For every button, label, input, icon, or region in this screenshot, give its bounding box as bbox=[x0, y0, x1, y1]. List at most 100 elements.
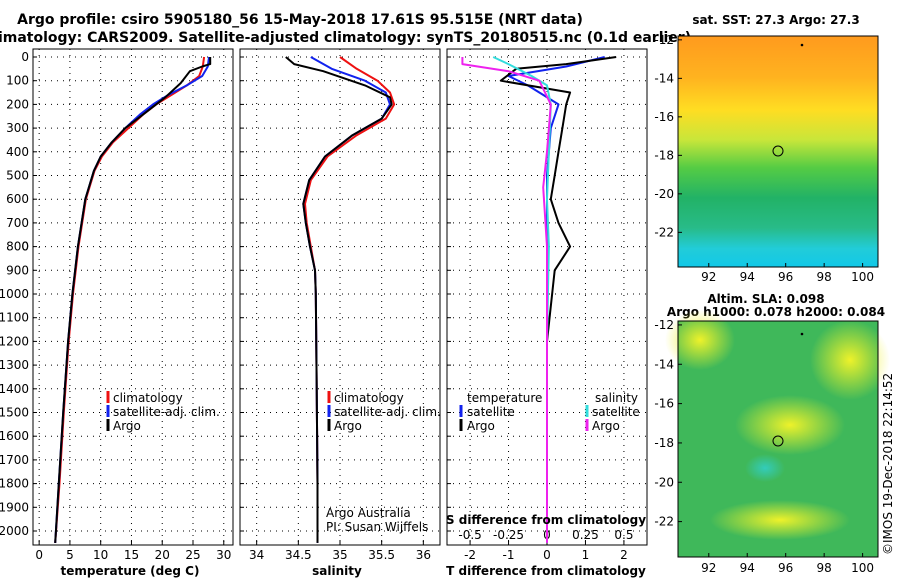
legend3-temperature-header: temperature bbox=[467, 391, 542, 405]
x-tick-label: 34 bbox=[249, 548, 264, 562]
depth-tick-label: 700 bbox=[6, 216, 29, 230]
legend2-satellite-label: satellite-adj. clim. bbox=[334, 405, 441, 419]
depth-tick-label: 400 bbox=[6, 145, 29, 159]
x-tick-label: 25 bbox=[185, 548, 200, 562]
depth-tick-label: 500 bbox=[6, 169, 29, 183]
map-lon-label: 96 bbox=[778, 270, 793, 284]
map-lat-label: -14 bbox=[654, 71, 674, 85]
legend-satellite-label: satellite-adj. clim. bbox=[113, 405, 220, 419]
depth-tick-label-extra: 0 bbox=[21, 240, 29, 254]
map-lat-label: -20 bbox=[654, 187, 674, 201]
map-lat-label: -12 bbox=[654, 318, 674, 332]
sla-profile-marker bbox=[772, 435, 784, 447]
sla-small-marker bbox=[800, 332, 804, 336]
map-lat-label: -22 bbox=[654, 225, 674, 239]
salinity-xlabel: salinity bbox=[312, 564, 362, 578]
difference-series-temperature-argo bbox=[499, 56, 617, 543]
sla-map-frame bbox=[677, 320, 879, 558]
temperature-panel-frame bbox=[32, 48, 234, 546]
legend-climatology-label: climatology bbox=[113, 391, 183, 405]
x-tick-label: -1 bbox=[503, 548, 515, 562]
map-lat-label: -18 bbox=[654, 436, 674, 450]
sla-map-title-2: Argo h1000: 0.078 h2000: 0.084 bbox=[667, 305, 885, 319]
x-tick-label: 0 bbox=[35, 548, 43, 562]
credit-line-1: Argo Australia bbox=[326, 506, 411, 520]
difference-series-salinity-argo bbox=[461, 57, 552, 543]
sst-map-title: sat. SST: 27.3 Argo: 27.3 bbox=[692, 13, 859, 27]
sst-map bbox=[677, 35, 879, 268]
map-lon-label: 100 bbox=[851, 561, 874, 575]
depth-tick-label: 1100 bbox=[0, 311, 29, 325]
sla-low-patch bbox=[745, 454, 785, 482]
depth-tick-label: 1300 bbox=[0, 358, 29, 372]
depth-tick-label: 1700 bbox=[0, 453, 29, 467]
depth-tick-label: 200 bbox=[6, 97, 29, 111]
difference-xlabel: T difference from climatology bbox=[446, 564, 646, 578]
map-axes: 92 92 94 94 96 96 98 98 100 100 -12 -12 -14 -14 -16 -16… bbox=[654, 33, 874, 575]
map-lat-label: -14 bbox=[654, 357, 674, 371]
x-tick-label: 0 bbox=[543, 548, 551, 562]
depth-tick-label: 100 bbox=[6, 74, 29, 88]
top-x-tick-label: -0.5 bbox=[458, 528, 481, 542]
sst-map-frame bbox=[677, 35, 879, 268]
temperature-legend: climatology satellite-adj. clim. Argo bbox=[106, 391, 220, 433]
x-tick-label: 15 bbox=[124, 548, 139, 562]
legend2-climatology-label: climatology bbox=[334, 391, 404, 405]
top-x-tick-label: -0.25 bbox=[493, 528, 524, 542]
map-lon-label: 94 bbox=[740, 561, 755, 575]
map-lon-label: 92 bbox=[701, 561, 716, 575]
map-lon-label: 94 bbox=[740, 270, 755, 284]
x-tick-label: 35 bbox=[332, 548, 347, 562]
legend2-argo-label: Argo bbox=[334, 419, 362, 433]
x-tick-label: 20 bbox=[155, 548, 170, 562]
x-tick-label: -2 bbox=[464, 548, 476, 562]
sla-map-title-1: Altim. SLA: 0.098 bbox=[707, 292, 824, 306]
sla-high-patch-3 bbox=[810, 320, 890, 400]
x-tick-label: 2 bbox=[620, 548, 628, 562]
map-lat-label: -18 bbox=[654, 148, 674, 162]
map-lon-label: 96 bbox=[778, 561, 793, 575]
sst-small-marker bbox=[800, 43, 804, 47]
sla-map bbox=[665, 310, 890, 558]
depth-tick-label: 2000 bbox=[0, 524, 29, 538]
legend3-salinity-header: salinity bbox=[595, 391, 638, 405]
depth-tick-label: 1400 bbox=[0, 382, 29, 396]
x-tick-label: 30 bbox=[216, 548, 231, 562]
map-lon-label: 98 bbox=[817, 270, 832, 284]
depth-tick-label: 1800 bbox=[0, 477, 29, 491]
credit-line-2: PI: Susan Wijffels bbox=[326, 520, 428, 534]
difference-series-temperature-satellite bbox=[507, 56, 605, 543]
sla-high-patch-1 bbox=[735, 395, 845, 455]
salinity-legend: climatology satellite-adj. clim. Argo Ar… bbox=[326, 391, 441, 534]
map-lon-label: 98 bbox=[817, 561, 832, 575]
profile-series bbox=[54, 56, 617, 543]
sla-high-patch-2 bbox=[665, 310, 735, 370]
map-lat-label: -16 bbox=[654, 110, 674, 124]
sst-map-field bbox=[678, 36, 878, 267]
x-tick-label: 1 bbox=[582, 548, 590, 562]
temperature-series-satellite bbox=[54, 56, 210, 543]
depth-tick-label: 800 bbox=[6, 240, 29, 254]
title-line-2: Climatology: CARS2009. Satellite-adjuste… bbox=[0, 30, 691, 46]
temperature-xlabel: temperature (deg C) bbox=[61, 564, 200, 578]
difference-series-salinity-satellite bbox=[492, 56, 552, 543]
depth-tick-label: 1500 bbox=[0, 406, 29, 420]
x-axes: 0 5 10 15 20 25 30 34 34.5 35 35.5 36 -2 -1 0 1 2 -0.5 -0.… bbox=[35, 528, 633, 562]
depth-tick-label: 0 bbox=[21, 50, 29, 64]
x-tick-label: 36 bbox=[416, 548, 431, 562]
salinity-series-argo bbox=[285, 56, 393, 543]
depth-tick-label: 900 bbox=[6, 263, 29, 277]
x-tick-label: 5 bbox=[66, 548, 74, 562]
legend3-s-argo-label: Argo bbox=[592, 419, 620, 433]
x-tick-label: 10 bbox=[93, 548, 108, 562]
panel-grids bbox=[33, 49, 647, 545]
sla-high-patch-4 bbox=[710, 500, 850, 540]
map-lat-label: -16 bbox=[654, 397, 674, 411]
depth-tick-label: 1900 bbox=[0, 500, 29, 514]
top-x-tick-label: 0.25 bbox=[572, 528, 599, 542]
legend3-t-satellite-label: satellite bbox=[467, 405, 515, 419]
side-credit: ©IMOS 19-Dec-2018 22:14:52 bbox=[881, 373, 895, 555]
top-x-tick-label: 0.5 bbox=[614, 528, 633, 542]
depth-tick-label: 1200 bbox=[0, 334, 29, 348]
